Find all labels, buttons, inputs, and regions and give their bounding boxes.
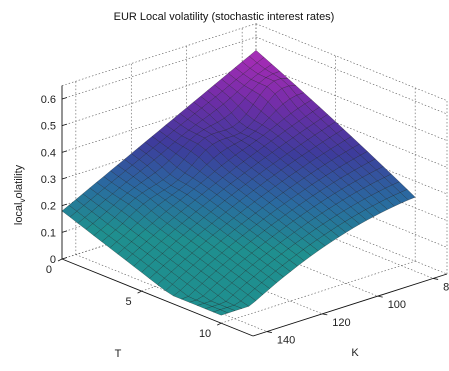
x-tick-mark [216,322,222,326]
y-tick-mark [433,278,439,280]
x-tick-label: 10 [199,328,211,340]
grid-line-z-wall-right [255,36,448,115]
z-tick-mark [61,257,68,260]
z-tick-label: 0.4 [41,147,56,159]
x-tick-label: 5 [125,296,131,308]
svg-text:localvolatility: localvolatility [13,164,27,225]
x-tick-label: 0 [46,264,52,276]
z-tick-mark [61,123,68,127]
z-tick-mark [61,150,68,153]
z-tick-label: 0.3 [41,174,56,186]
z-axis-label-sub: v [18,199,27,203]
box-edge-top-left [61,23,257,86]
volatility-surface [61,50,416,316]
y-tick-mark [322,313,328,316]
y-tick-mark [266,331,272,333]
y-axis-label: K [351,347,359,359]
x-axis-label: T [115,348,122,360]
z-tick-label: 0.6 [41,94,56,106]
x-tick-mark [137,290,142,294]
z-axis-label: localvolatility [13,164,27,225]
z-axis-label-main: local [13,203,25,226]
y-tick-label: 120 [332,317,350,329]
z-tick-mark [61,97,68,100]
z-tick-label: 0 [50,254,56,266]
z-tick-label: 0.1 [41,227,56,239]
grid-line-t-floor [221,260,416,324]
y-axis-line [252,273,448,337]
grid-line-z-wall-right [255,90,448,168]
y-tick-label: 100 [388,299,406,311]
z-tick-mark [61,177,68,180]
z-tick-label: 0.2 [41,201,56,213]
y-tick-mark [377,295,383,298]
z-tick-label: 0.5 [41,121,56,133]
z-tick-mark [61,203,68,207]
z-tick-mark [61,230,68,233]
z-axis-label-tail: olatility [13,164,25,198]
x-tick-mark [57,258,63,262]
grid-line-z-wall-left [61,90,257,153]
surface-patch [212,309,229,316]
box-edge-top-right [255,23,448,101]
grid-line-z-wall-left [61,63,257,126]
tick-labels: 0 0.1 0.2 0.3 0.4 0.5 0.6 0 5 10 80 100 120 140 [41,94,449,347]
grid-line-z-wall-left [61,36,257,100]
y-tick-label: 80 [443,281,449,293]
y-tick-label: 140 [277,335,295,347]
chart-title: EUR Local volatility (stochastic interes… [114,11,335,23]
